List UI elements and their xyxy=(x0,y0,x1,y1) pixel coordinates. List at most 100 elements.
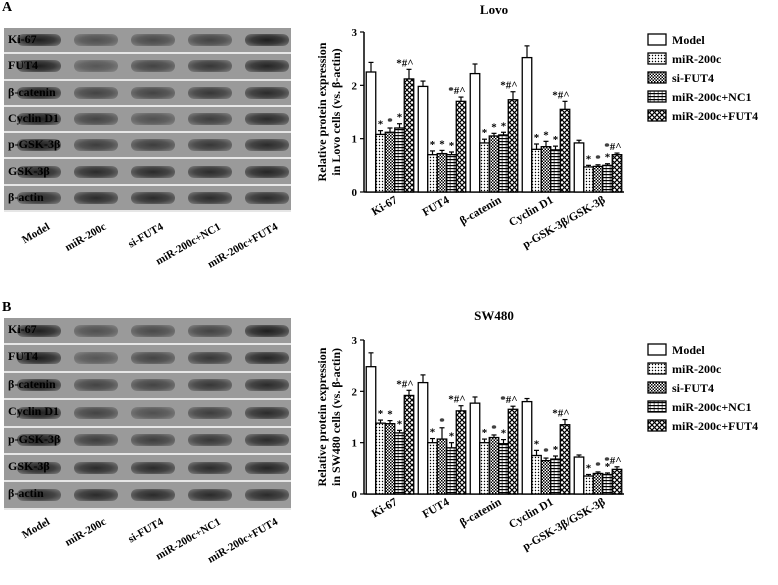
x-tick-label: FUT4 xyxy=(421,194,452,219)
significance-label: * xyxy=(387,116,393,128)
blot-band xyxy=(73,165,118,178)
blot-band xyxy=(187,352,232,365)
x-tick-label: FUT4 xyxy=(421,496,452,521)
blot-band xyxy=(187,434,232,447)
blot-band xyxy=(244,60,289,73)
blot-row-label: FUT4 xyxy=(8,58,38,73)
y-tick-label: 1 xyxy=(352,134,358,146)
bar xyxy=(375,422,386,495)
bar xyxy=(531,454,542,495)
blot-band xyxy=(16,60,61,73)
blot-band xyxy=(187,60,232,73)
blot-band xyxy=(130,324,175,337)
blot-band xyxy=(73,191,118,204)
blot-band xyxy=(187,489,232,502)
bar xyxy=(455,410,467,495)
blot-row-label: β-actin xyxy=(8,486,44,501)
legend-swatch xyxy=(647,52,667,65)
significance-label: * xyxy=(482,127,488,139)
blot-lane-label: miR-200c xyxy=(63,515,109,549)
bar xyxy=(559,108,571,193)
blot-band xyxy=(16,86,61,99)
blot-band xyxy=(244,461,289,474)
blot-band xyxy=(73,379,118,392)
legend-swatch xyxy=(647,109,667,122)
western-blot-a xyxy=(4,28,291,213)
blot-band xyxy=(16,434,61,447)
blot-band xyxy=(130,434,175,447)
significance-label: * xyxy=(491,121,497,133)
blot-band xyxy=(73,139,118,152)
blot-band xyxy=(244,34,289,47)
blot-row-label: β-catenin xyxy=(8,376,56,391)
blot-band xyxy=(130,113,175,126)
legend-swatch xyxy=(647,90,667,103)
blot-lane-label: si-FUT4 xyxy=(126,220,166,251)
blot-band xyxy=(244,191,289,204)
significance-label: *#^ xyxy=(396,57,413,69)
y-tick-label: 3 xyxy=(352,335,358,347)
blot-row xyxy=(4,428,291,455)
bar xyxy=(488,436,500,495)
legend-label: miR-200c+FUT4 xyxy=(672,419,758,433)
blot-band xyxy=(244,86,289,99)
bar xyxy=(540,459,552,495)
blot-band xyxy=(73,34,118,47)
significance-label: * xyxy=(534,438,540,450)
blot-band xyxy=(130,139,175,152)
blot-row xyxy=(4,28,291,55)
bar xyxy=(559,424,571,495)
bar xyxy=(427,442,438,495)
significance-label: *#^ xyxy=(552,89,569,101)
blot-band xyxy=(16,139,61,152)
blot-row-label: Ki-67 xyxy=(8,322,37,336)
significance-label: * xyxy=(397,418,403,430)
bar xyxy=(531,148,542,193)
blot-band xyxy=(73,352,118,365)
chart-title: Lovo xyxy=(480,2,508,17)
blot-band xyxy=(73,434,118,447)
y-tick-label: 2 xyxy=(352,80,358,92)
blot-band xyxy=(244,165,289,178)
significance-label: * xyxy=(553,134,559,146)
legend-swatch xyxy=(647,419,667,432)
blot-row xyxy=(4,133,291,160)
blot-row xyxy=(4,160,291,186)
bar xyxy=(498,134,509,193)
y-tick-label: 2 xyxy=(352,386,358,398)
blot-row xyxy=(4,482,291,510)
blot-band xyxy=(130,34,175,47)
significance-label: * xyxy=(430,427,436,439)
blot-band xyxy=(187,191,232,204)
bar xyxy=(521,56,533,193)
blot-band xyxy=(187,324,232,337)
significance-label: * xyxy=(397,112,403,124)
legend-swatch xyxy=(647,33,667,46)
blot-band xyxy=(16,165,61,178)
blot-row xyxy=(4,318,291,346)
significance-label: *#^ xyxy=(448,394,465,406)
significance-label: *#^ xyxy=(604,455,621,467)
blot-row xyxy=(4,107,291,134)
significance-label: * xyxy=(543,446,549,458)
blot-lane-label: miR-200c xyxy=(63,220,109,254)
significance-label: *#^ xyxy=(604,141,621,153)
blot-row xyxy=(4,54,291,81)
bar xyxy=(403,394,415,495)
blot-band xyxy=(16,352,61,365)
x-tick-label: β-catenin xyxy=(458,194,504,228)
blot-band xyxy=(16,113,61,126)
blot-lane-label: si-FUT4 xyxy=(126,515,166,546)
blot-band xyxy=(244,139,289,152)
bar-chart-lovo: Lovo Relative protein expression in Lovo c… xyxy=(315,2,758,251)
significance-label: *#^ xyxy=(396,378,413,390)
legend-swatch xyxy=(647,71,667,84)
bar xyxy=(417,381,429,495)
blot-row-label: GSK-3β xyxy=(8,163,50,178)
blot-band xyxy=(130,461,175,474)
blot-band xyxy=(187,113,232,126)
legend-label: miR-200c xyxy=(672,362,722,376)
legend-label: si-FUT4 xyxy=(672,381,714,395)
bar xyxy=(507,408,519,495)
bar xyxy=(436,152,448,193)
